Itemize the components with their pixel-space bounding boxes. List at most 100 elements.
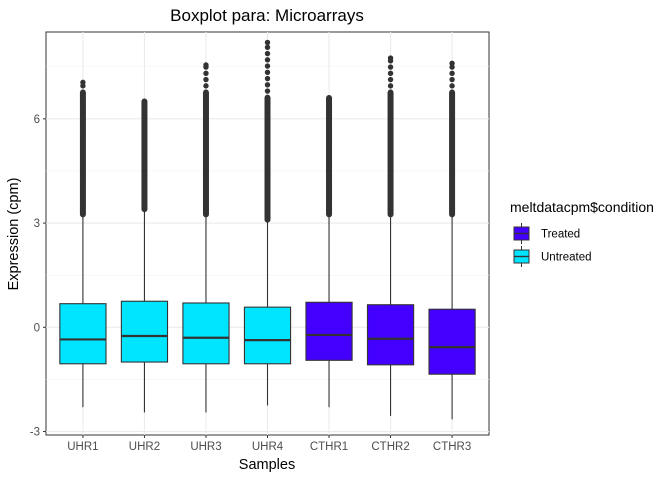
outlier-point [80,120,86,127]
outlier-point [264,163,271,169]
y-tick-label: -3 [30,427,40,439]
legend-label: Untreated [541,252,592,264]
outlier-point [326,139,332,145]
box-cthr2 [366,55,415,416]
outlier-point [449,120,455,127]
outlier-point [264,125,271,132]
outlier-point [141,159,148,165]
outlier-point [203,139,209,145]
outlier-point [203,95,209,102]
outlier-point [141,109,148,115]
outlier-point [264,100,271,107]
outlier-point [326,126,332,133]
outlier-point [449,83,455,89]
outlier-point [203,89,209,95]
y-tick-label: 3 [34,218,40,230]
outlier-point [387,89,394,95]
outlier-point [80,189,86,195]
outlier-point [264,175,271,182]
outlier-point [264,138,271,144]
outlier-point [203,151,209,158]
x-tick-label: CTHR2 [371,441,409,453]
box-body [59,303,107,365]
outlier-point [203,101,209,108]
outlier-point [264,107,271,113]
outlier-point [387,164,394,170]
outlier-point [326,101,332,108]
x-tick-label: UHR4 [252,441,284,453]
outlier-point [449,70,455,77]
outlier-point [449,76,455,83]
x-tick-label: CTHR3 [433,441,471,453]
y-tick-label: 6 [34,114,40,126]
outlier-point [449,201,455,208]
x-tick-label: CTHR1 [310,441,348,453]
box-cthr1 [305,95,353,408]
outlier-point [449,89,455,95]
legend-label: Treated [541,229,580,241]
outlier-point [80,114,86,120]
outlier-point [387,151,394,158]
outlier-point [387,189,394,195]
outlier-point [264,69,271,76]
outlier-point [264,57,271,63]
outlier-point [387,70,394,77]
outlier-point [326,189,332,195]
outlier-point [203,83,209,89]
outlier-point [449,195,455,202]
outlier-point [264,63,271,69]
outlier-point [264,150,271,157]
outlier-point [449,101,455,108]
outlier-point [387,95,394,102]
outlier-point [141,171,148,178]
outlier-point [141,127,148,134]
outlier-point [264,94,271,101]
outlier-point [141,102,148,109]
outlier-point [141,196,148,203]
outlier-point [449,151,455,158]
outlier-point [387,195,394,202]
outlier-point [387,183,394,189]
outlier-point [203,133,209,139]
outlier-point [326,183,332,189]
outlier-point [80,183,86,189]
outlier-point [326,158,332,164]
box-body [182,302,230,365]
x-axis-title: Samples [239,457,295,473]
outlier-point [80,201,86,208]
outlier-point [141,115,148,121]
outlier-point [203,76,209,83]
outlier-point [449,139,455,145]
y-tick-label: 0 [34,322,40,334]
outlier-point [80,176,86,183]
outlier-point [449,145,455,152]
outlier-point [449,189,455,195]
outlier-point [203,126,209,133]
outlier-point [326,208,332,214]
box-cthr3 [428,60,476,420]
outlier-point [264,207,271,213]
outlier-point [264,213,271,219]
outlier-point [449,108,455,114]
outlier-point [80,170,86,177]
outlier-point [449,60,455,66]
box-body [243,306,292,365]
outlier-point [80,101,86,108]
box-uhr3 [182,62,230,413]
outlier-point [387,176,394,183]
outlier-point [80,95,86,102]
outlier-point [80,158,86,164]
outlier-point [387,201,394,208]
outlier-point [387,101,394,108]
outlier-point [264,200,271,207]
outlier-point [203,114,209,120]
outlier-point [80,89,86,95]
outlier-point [449,164,455,170]
outlier-point [387,158,394,164]
outlier-point [387,76,394,83]
outlier-point [141,177,148,184]
outlier-point [326,176,332,183]
outlier-point [141,121,148,128]
outlier-point [141,184,148,190]
outlier-point [449,208,455,214]
